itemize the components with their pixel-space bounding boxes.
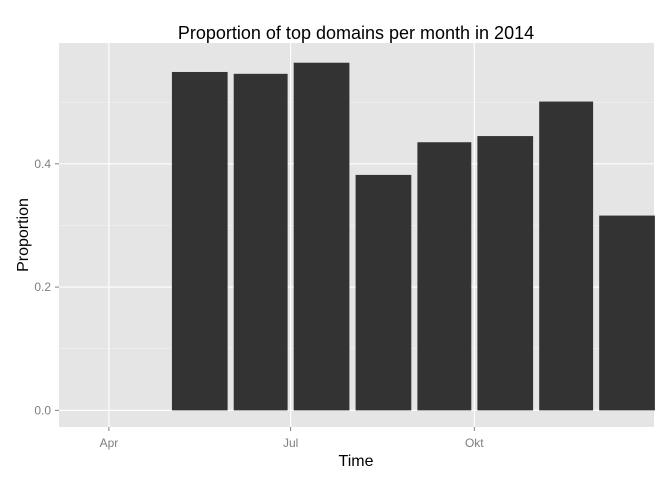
bar (171, 71, 228, 411)
bar (599, 215, 655, 411)
bar (293, 62, 350, 411)
bars (171, 62, 655, 411)
bar (539, 101, 594, 411)
bar (477, 136, 534, 411)
bar (355, 174, 412, 411)
x-axis-title: Time (339, 453, 374, 470)
y-axis-ticks: 0.0 0.2 0.4 (34, 157, 59, 417)
y-tick-label: 0.4 (34, 157, 51, 171)
x-tick-label: Apr (100, 436, 119, 450)
y-axis-title: Proportion (15, 198, 32, 272)
x-tick-label: Jul (283, 436, 298, 450)
bar (233, 73, 288, 411)
x-tick-label: Okt (465, 436, 484, 450)
bar (417, 142, 472, 411)
y-tick-label: 0.0 (34, 403, 51, 417)
chart-title: Proportion of top domains per month in 2… (178, 23, 534, 43)
y-tick-label: 0.2 (34, 280, 51, 294)
x-axis-ticks: Apr Jul Okt (100, 427, 484, 450)
